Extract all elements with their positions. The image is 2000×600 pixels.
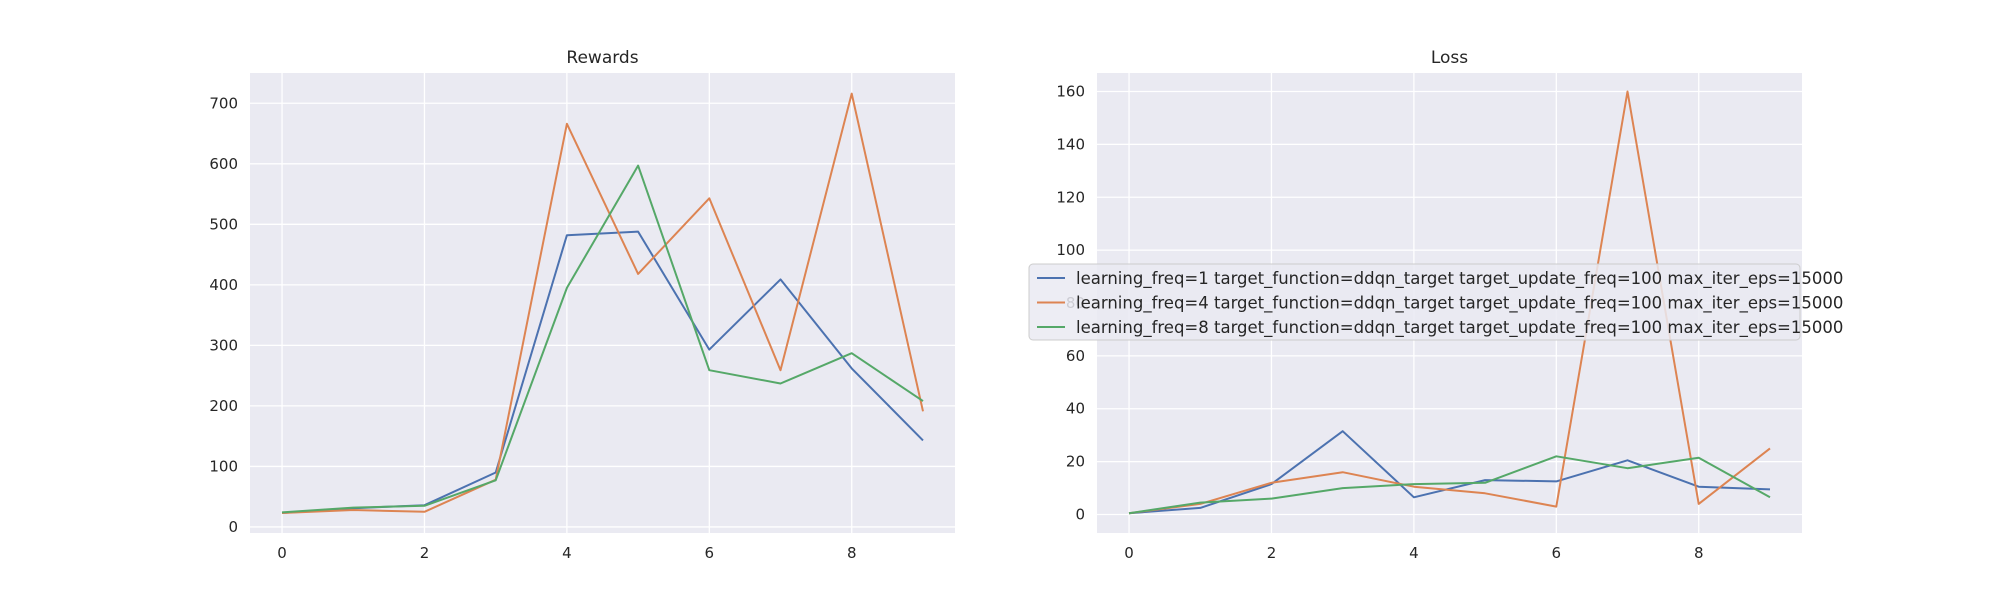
y-tick-label: 100: [209, 457, 238, 475]
y-tick-label: 20: [1066, 453, 1085, 471]
series-line-3: [1128, 455, 1771, 515]
y-tick-label: 100: [1056, 241, 1085, 259]
y-tick-label: 40: [1066, 400, 1085, 418]
y-tick-label: 600: [209, 155, 238, 173]
series-line-2: [281, 92, 924, 514]
y-tick-label: 120: [1056, 188, 1085, 206]
y-tick-label: 160: [1056, 83, 1085, 101]
legend: learning_freq=1 target_function=ddqn_tar…: [1028, 263, 1843, 341]
loss-chart: 02468020406080100120140160Losslearning_f…: [1028, 48, 1843, 562]
y-tick-label: 300: [209, 336, 238, 354]
x-tick-label: 6: [1552, 544, 1562, 562]
legend-label: learning_freq=4 target_function=ddqn_tar…: [1076, 294, 1843, 314]
x-tick-label: 4: [562, 544, 572, 562]
y-tick-label: 200: [209, 397, 238, 415]
y-tick-label: 60: [1066, 347, 1085, 365]
x-tick-label: 6: [705, 544, 715, 562]
legend-label: learning_freq=8 target_function=ddqn_tar…: [1076, 318, 1843, 338]
x-tick-label: 2: [420, 544, 430, 562]
x-tick-label: 4: [1409, 544, 1419, 562]
y-tick-label: 0: [1075, 505, 1085, 523]
y-tick-label: 0: [228, 518, 238, 536]
legend-box: [1028, 263, 1801, 341]
y-tick-label: 700: [209, 94, 238, 112]
plot-area: [250, 73, 955, 533]
x-tick-label: 8: [1694, 544, 1704, 562]
legend-label: learning_freq=1 target_function=ddqn_tar…: [1076, 269, 1843, 289]
x-tick-label: 0: [277, 544, 287, 562]
series-line-3: [281, 164, 924, 514]
x-tick-label: 2: [1267, 544, 1277, 562]
chart-title: Loss: [1431, 48, 1468, 68]
x-tick-label: 8: [847, 544, 857, 562]
y-tick-label: 500: [209, 215, 238, 233]
x-tick-label: 0: [1124, 544, 1134, 562]
chart-title: Rewards: [566, 48, 638, 68]
y-tick-label: 140: [1056, 135, 1085, 153]
rewards-chart: 0 2 4 6 8 0 100 200 300 400 500 600 700 Rewards: [209, 48, 955, 562]
series-line-1: [1128, 430, 1771, 515]
y-tick-label: 400: [209, 276, 238, 294]
